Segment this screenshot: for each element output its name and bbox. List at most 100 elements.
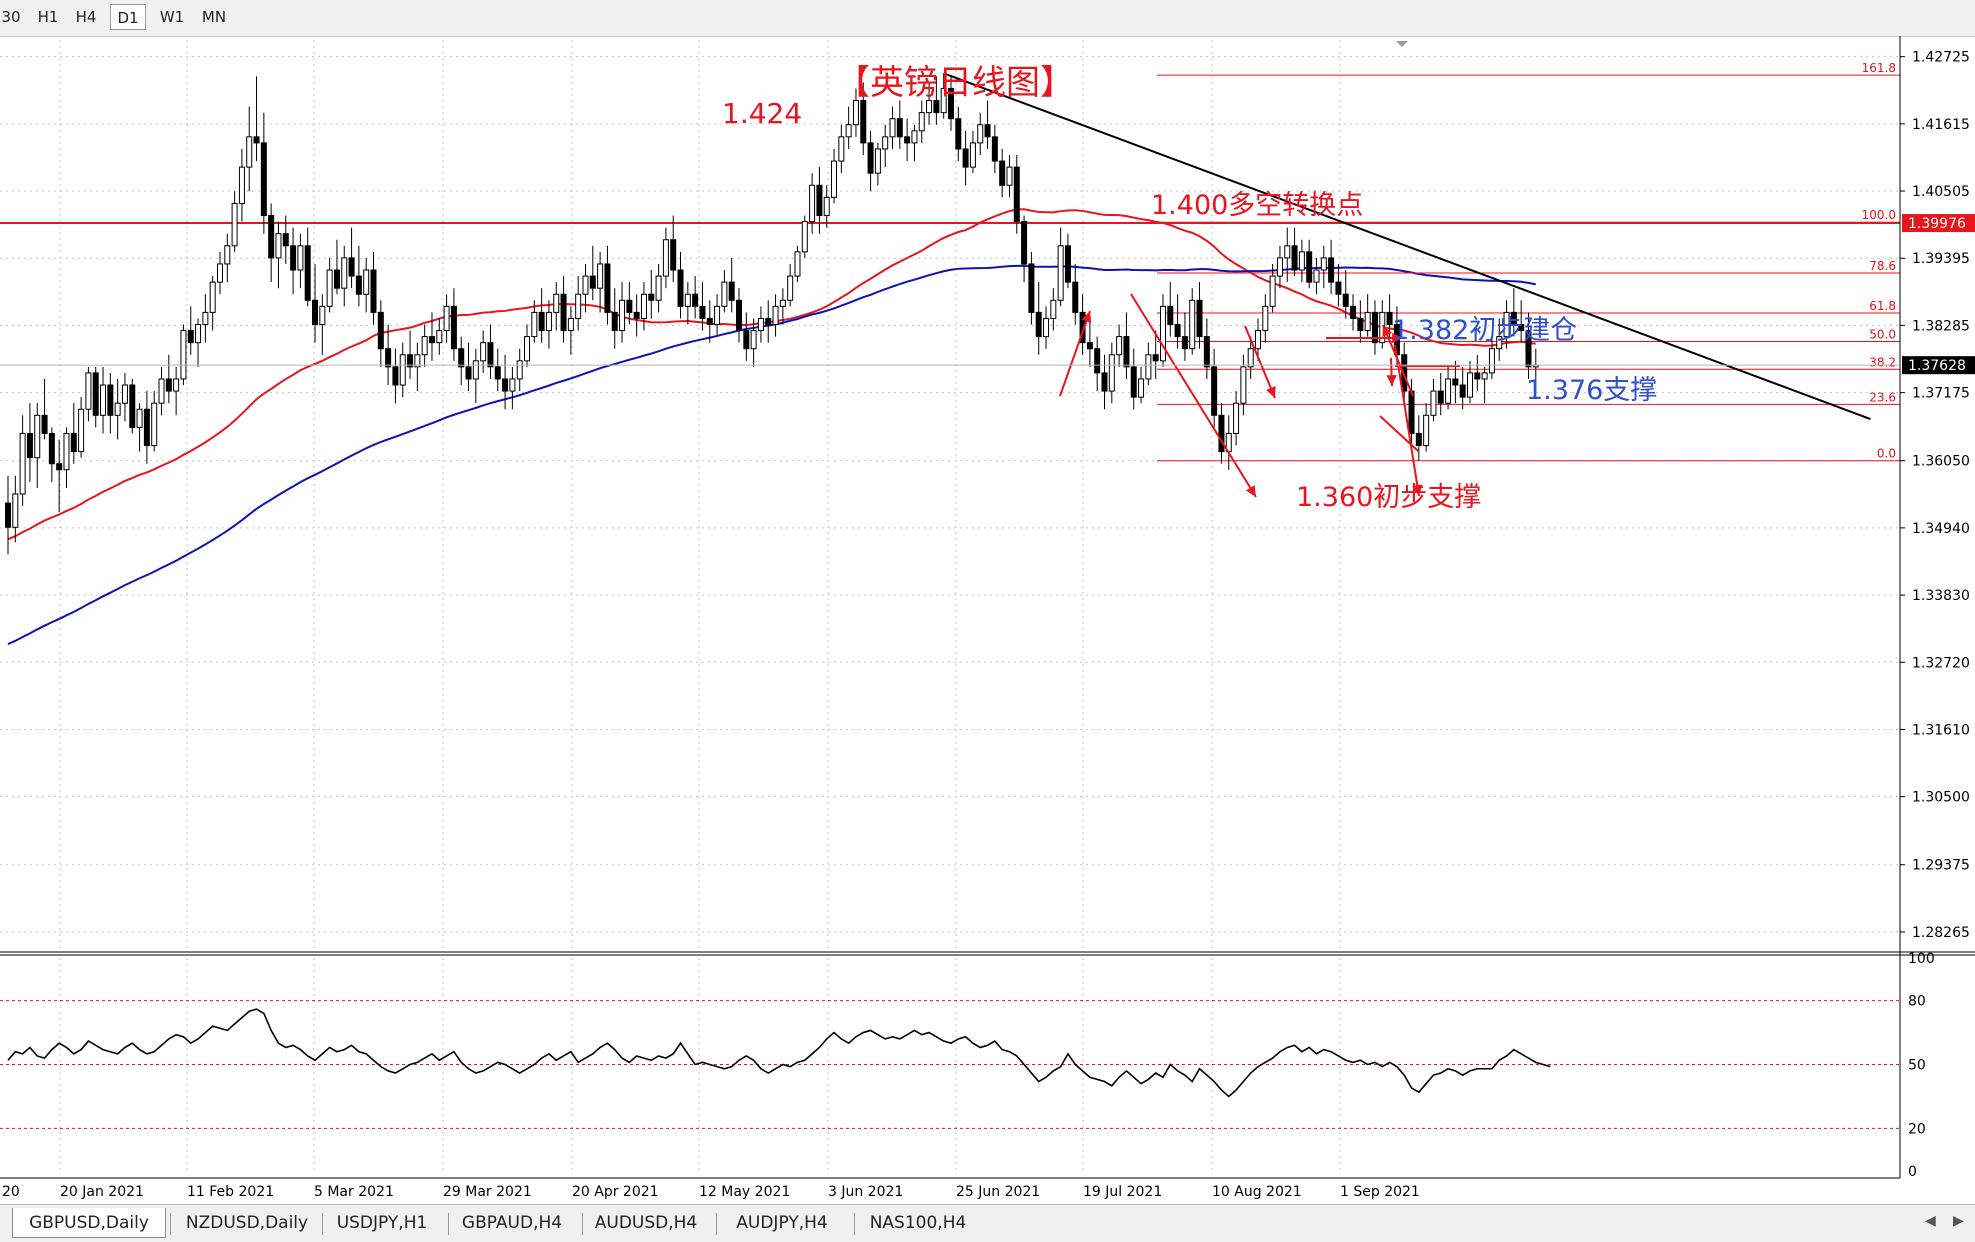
candle-body	[458, 348, 465, 368]
candle-body	[1481, 372, 1488, 380]
candle-body	[1306, 251, 1313, 283]
candle-body	[816, 184, 823, 217]
symbol-tab-bar: GBPUSD,Daily NZDUSD,Daily USDJPY,H1 GBPAUD,…	[0, 1204, 1975, 1242]
annotation-arrow	[1394, 344, 1420, 497]
price-axis-label: 1.37175	[1912, 386, 1970, 402]
candle-body	[867, 142, 874, 174]
tab-nas100-h4[interactable]: NAS100,H4	[869, 1213, 967, 1233]
candle-body	[882, 136, 889, 150]
chart-area[interactable]: 161.8 100.0 78.6 61.8 50.0 38.2 23.6 0.0 100 80 5…	[0, 36, 1975, 1204]
price-axis-label: 1.30500	[1912, 790, 1970, 806]
time-axis-label: 3 Jun 2021	[828, 1184, 903, 1200]
oscillator-line	[7, 1008, 1551, 1098]
candle-body	[494, 366, 501, 380]
candle-body	[1474, 372, 1481, 380]
tab-audjpy-h4[interactable]: AUDJPY,H4	[736, 1213, 828, 1233]
annotation-arrow	[1379, 415, 1419, 452]
tab-audusd-h4[interactable]: AUDUSD,H4	[594, 1213, 698, 1233]
candle-body	[216, 263, 223, 283]
price-axis-label: 1.42725	[1912, 50, 1970, 66]
oscillator-axis-label: 80	[1908, 994, 1926, 1010]
candle-body	[312, 299, 319, 325]
timeframe-m30[interactable]: 30	[1, 8, 21, 26]
oscillator-axis-label: 20	[1908, 1121, 1926, 1137]
entry-annotation: 1.382初步建仓	[1392, 315, 1577, 346]
candle-body	[1050, 299, 1057, 319]
candle-body	[1291, 245, 1298, 271]
candle-body	[801, 221, 808, 253]
candle-body	[1064, 245, 1071, 283]
candle-body	[809, 184, 816, 223]
candle-body	[1233, 402, 1240, 434]
scroll-left-icon[interactable]: ◀	[1925, 1213, 1936, 1229]
candle-body	[151, 402, 158, 447]
candle-body	[1525, 330, 1532, 368]
candle-body	[48, 432, 55, 465]
candle-body	[728, 281, 735, 301]
level-price-label: 1.39976	[1908, 216, 1966, 232]
timeframe-mn[interactable]: MN	[201, 8, 227, 26]
pivot-annotation: 1.400多空转换点	[1151, 190, 1363, 221]
tab-nzdusd-daily[interactable]: NZDUSD,Daily	[185, 1213, 309, 1233]
scroll-right-icon[interactable]: ▶	[1953, 1213, 1964, 1229]
candle-body	[129, 384, 136, 428]
timeframe-d1[interactable]: D1	[110, 4, 146, 30]
candle-body	[1357, 317, 1364, 332]
candle-body	[1423, 414, 1430, 447]
candle-body	[41, 414, 48, 434]
candle-body	[1342, 293, 1349, 307]
tab-gbpusd-daily[interactable]: GBPUSD,Daily	[12, 1208, 166, 1238]
arrow-head-icon	[1245, 485, 1256, 497]
timeframe-h4[interactable]: H4	[75, 8, 97, 26]
candle-body	[1203, 336, 1210, 368]
candle-body	[933, 100, 940, 114]
candle-body	[209, 281, 216, 313]
candle-body	[721, 281, 728, 307]
candle-body	[282, 233, 289, 247]
candle-body	[1496, 336, 1503, 350]
candle-body	[772, 305, 779, 325]
price-axis-label: 1.41615	[1912, 117, 1970, 133]
timeframe-toolbar: 30 H1 H4 D1 W1 MN	[0, 0, 1975, 37]
candle-body	[56, 463, 63, 471]
candle-body	[611, 311, 618, 332]
candle-body	[12, 493, 19, 528]
fib-level-label: 50.0	[1869, 327, 1896, 341]
candle-body	[1415, 432, 1422, 447]
timeframe-w1[interactable]: W1	[159, 8, 185, 26]
candle-body	[1152, 354, 1159, 362]
annotation-arrow	[1059, 310, 1091, 397]
candle-body	[1159, 305, 1166, 362]
candle-body	[969, 142, 976, 168]
candle-body	[1320, 257, 1327, 271]
candle-body	[648, 293, 655, 301]
candle-body	[202, 311, 209, 325]
trendline	[943, 72, 1871, 421]
candle-body	[1174, 323, 1181, 338]
timeframe-h1[interactable]: H1	[37, 8, 59, 26]
candle-body	[1445, 378, 1452, 404]
candle-body	[5, 502, 11, 528]
candle-body	[991, 136, 998, 162]
candle-body	[977, 124, 984, 144]
candle-body	[107, 384, 114, 416]
candle-body	[414, 354, 421, 368]
time-axis-label: 20 Jan 2021	[60, 1184, 144, 1200]
candle-body	[852, 100, 859, 126]
candle-body	[1467, 372, 1473, 398]
candle-body	[838, 136, 845, 162]
time-axis-label: 20	[2, 1184, 20, 1200]
arrow-head-icon	[1386, 374, 1397, 386]
candle-body	[385, 348, 392, 368]
candle-body	[1313, 269, 1320, 283]
candle-body	[1255, 330, 1262, 350]
candle-body	[502, 378, 509, 392]
candle-body	[1364, 311, 1371, 332]
tab-usdjpy-h1[interactable]: USDJPY,H1	[336, 1213, 428, 1233]
candle-body	[158, 378, 165, 404]
candle-body	[1262, 305, 1269, 332]
tab-separator	[716, 1213, 717, 1235]
candle-body	[1181, 336, 1188, 350]
time-axis-label: 20 Apr 2021	[572, 1184, 659, 1200]
tab-gbpaud-h4[interactable]: GBPAUD,H4	[461, 1213, 563, 1233]
